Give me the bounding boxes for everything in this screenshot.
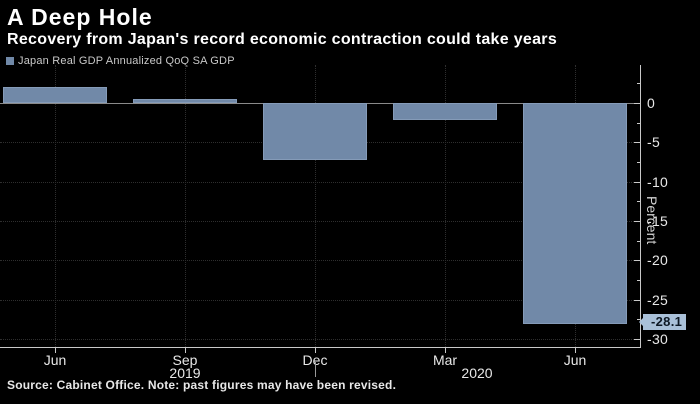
y-axis-tick-label: -10 <box>647 174 669 190</box>
x-axis-tick <box>315 348 316 353</box>
legend: Japan Real GDP Annualized QoQ SA GDP <box>6 55 235 67</box>
year-separator-line <box>315 362 316 377</box>
y-axis-minor-tick <box>637 201 640 202</box>
y-axis-minor-tick <box>637 241 640 242</box>
bar-jun-0 <box>3 87 107 103</box>
x-axis-tick-label: Mar <box>432 352 458 368</box>
x-axis-year-label: 2020 <box>461 365 493 381</box>
x-axis-tick <box>575 348 576 353</box>
bar-dec-2 <box>263 103 367 160</box>
y-axis-tick-label: -30 <box>647 331 669 347</box>
y-axis-tick-label: 0 <box>647 95 656 111</box>
x-axis-tick-label: Jun <box>43 352 67 368</box>
y-axis-major-tick <box>634 103 640 104</box>
y-axis-major-tick <box>634 339 640 340</box>
x-axis-tick <box>55 348 56 353</box>
source-note: Source: Cabinet Office. Note: past figur… <box>7 378 397 392</box>
y-axis-major-tick <box>634 221 640 222</box>
y-axis-tick-label: -25 <box>647 292 669 308</box>
x-axis-tick-label: Dec <box>302 352 328 368</box>
y-axis-major-tick <box>634 182 640 183</box>
y-axis-minor-tick <box>637 280 640 281</box>
chart-subtitle: Recovery from Japan's record economic co… <box>7 31 558 48</box>
x-axis-tick <box>445 348 446 353</box>
bar-mar-3 <box>393 103 497 120</box>
x-axis-year-label: 2019 <box>169 365 201 381</box>
y-axis-minor-tick <box>637 123 640 124</box>
y-axis-title: Percent <box>644 196 660 245</box>
x-axis-line <box>0 347 641 348</box>
y-axis-tick-label: -15 <box>647 213 669 229</box>
x-axis-tick-label: Jun <box>563 352 587 368</box>
last-value-callout: -28.1 <box>638 314 687 330</box>
vertical-gridline <box>185 65 186 347</box>
bar-jun-4 <box>523 103 627 324</box>
y-axis-minor-tick <box>637 319 640 320</box>
legend-label: Japan Real GDP Annualized QoQ SA GDP <box>18 55 235 67</box>
horizontal-gridline <box>0 182 640 183</box>
legend-swatch-icon <box>6 57 14 65</box>
chart-title: A Deep Hole <box>7 4 153 30</box>
horizontal-gridline <box>0 260 640 261</box>
vertical-gridline <box>315 65 316 347</box>
horizontal-gridline <box>0 221 640 222</box>
y-axis-major-tick <box>634 142 640 143</box>
horizontal-gridline <box>0 339 640 340</box>
y-axis-tick-label: -20 <box>647 252 669 268</box>
y-axis-minor-tick <box>637 162 640 163</box>
y-axis-major-tick <box>634 300 640 301</box>
bar-sep-1 <box>133 99 237 103</box>
y-axis-minor-tick <box>637 83 640 84</box>
x-axis-tick <box>185 348 186 353</box>
y-axis-line <box>640 65 641 347</box>
vertical-gridline <box>55 65 56 347</box>
y-axis-tick-label: -5 <box>647 134 661 150</box>
x-axis-tick-label: Sep <box>172 352 198 368</box>
horizontal-gridline <box>0 300 640 301</box>
vertical-gridline <box>445 65 446 347</box>
y-axis-major-tick <box>634 260 640 261</box>
